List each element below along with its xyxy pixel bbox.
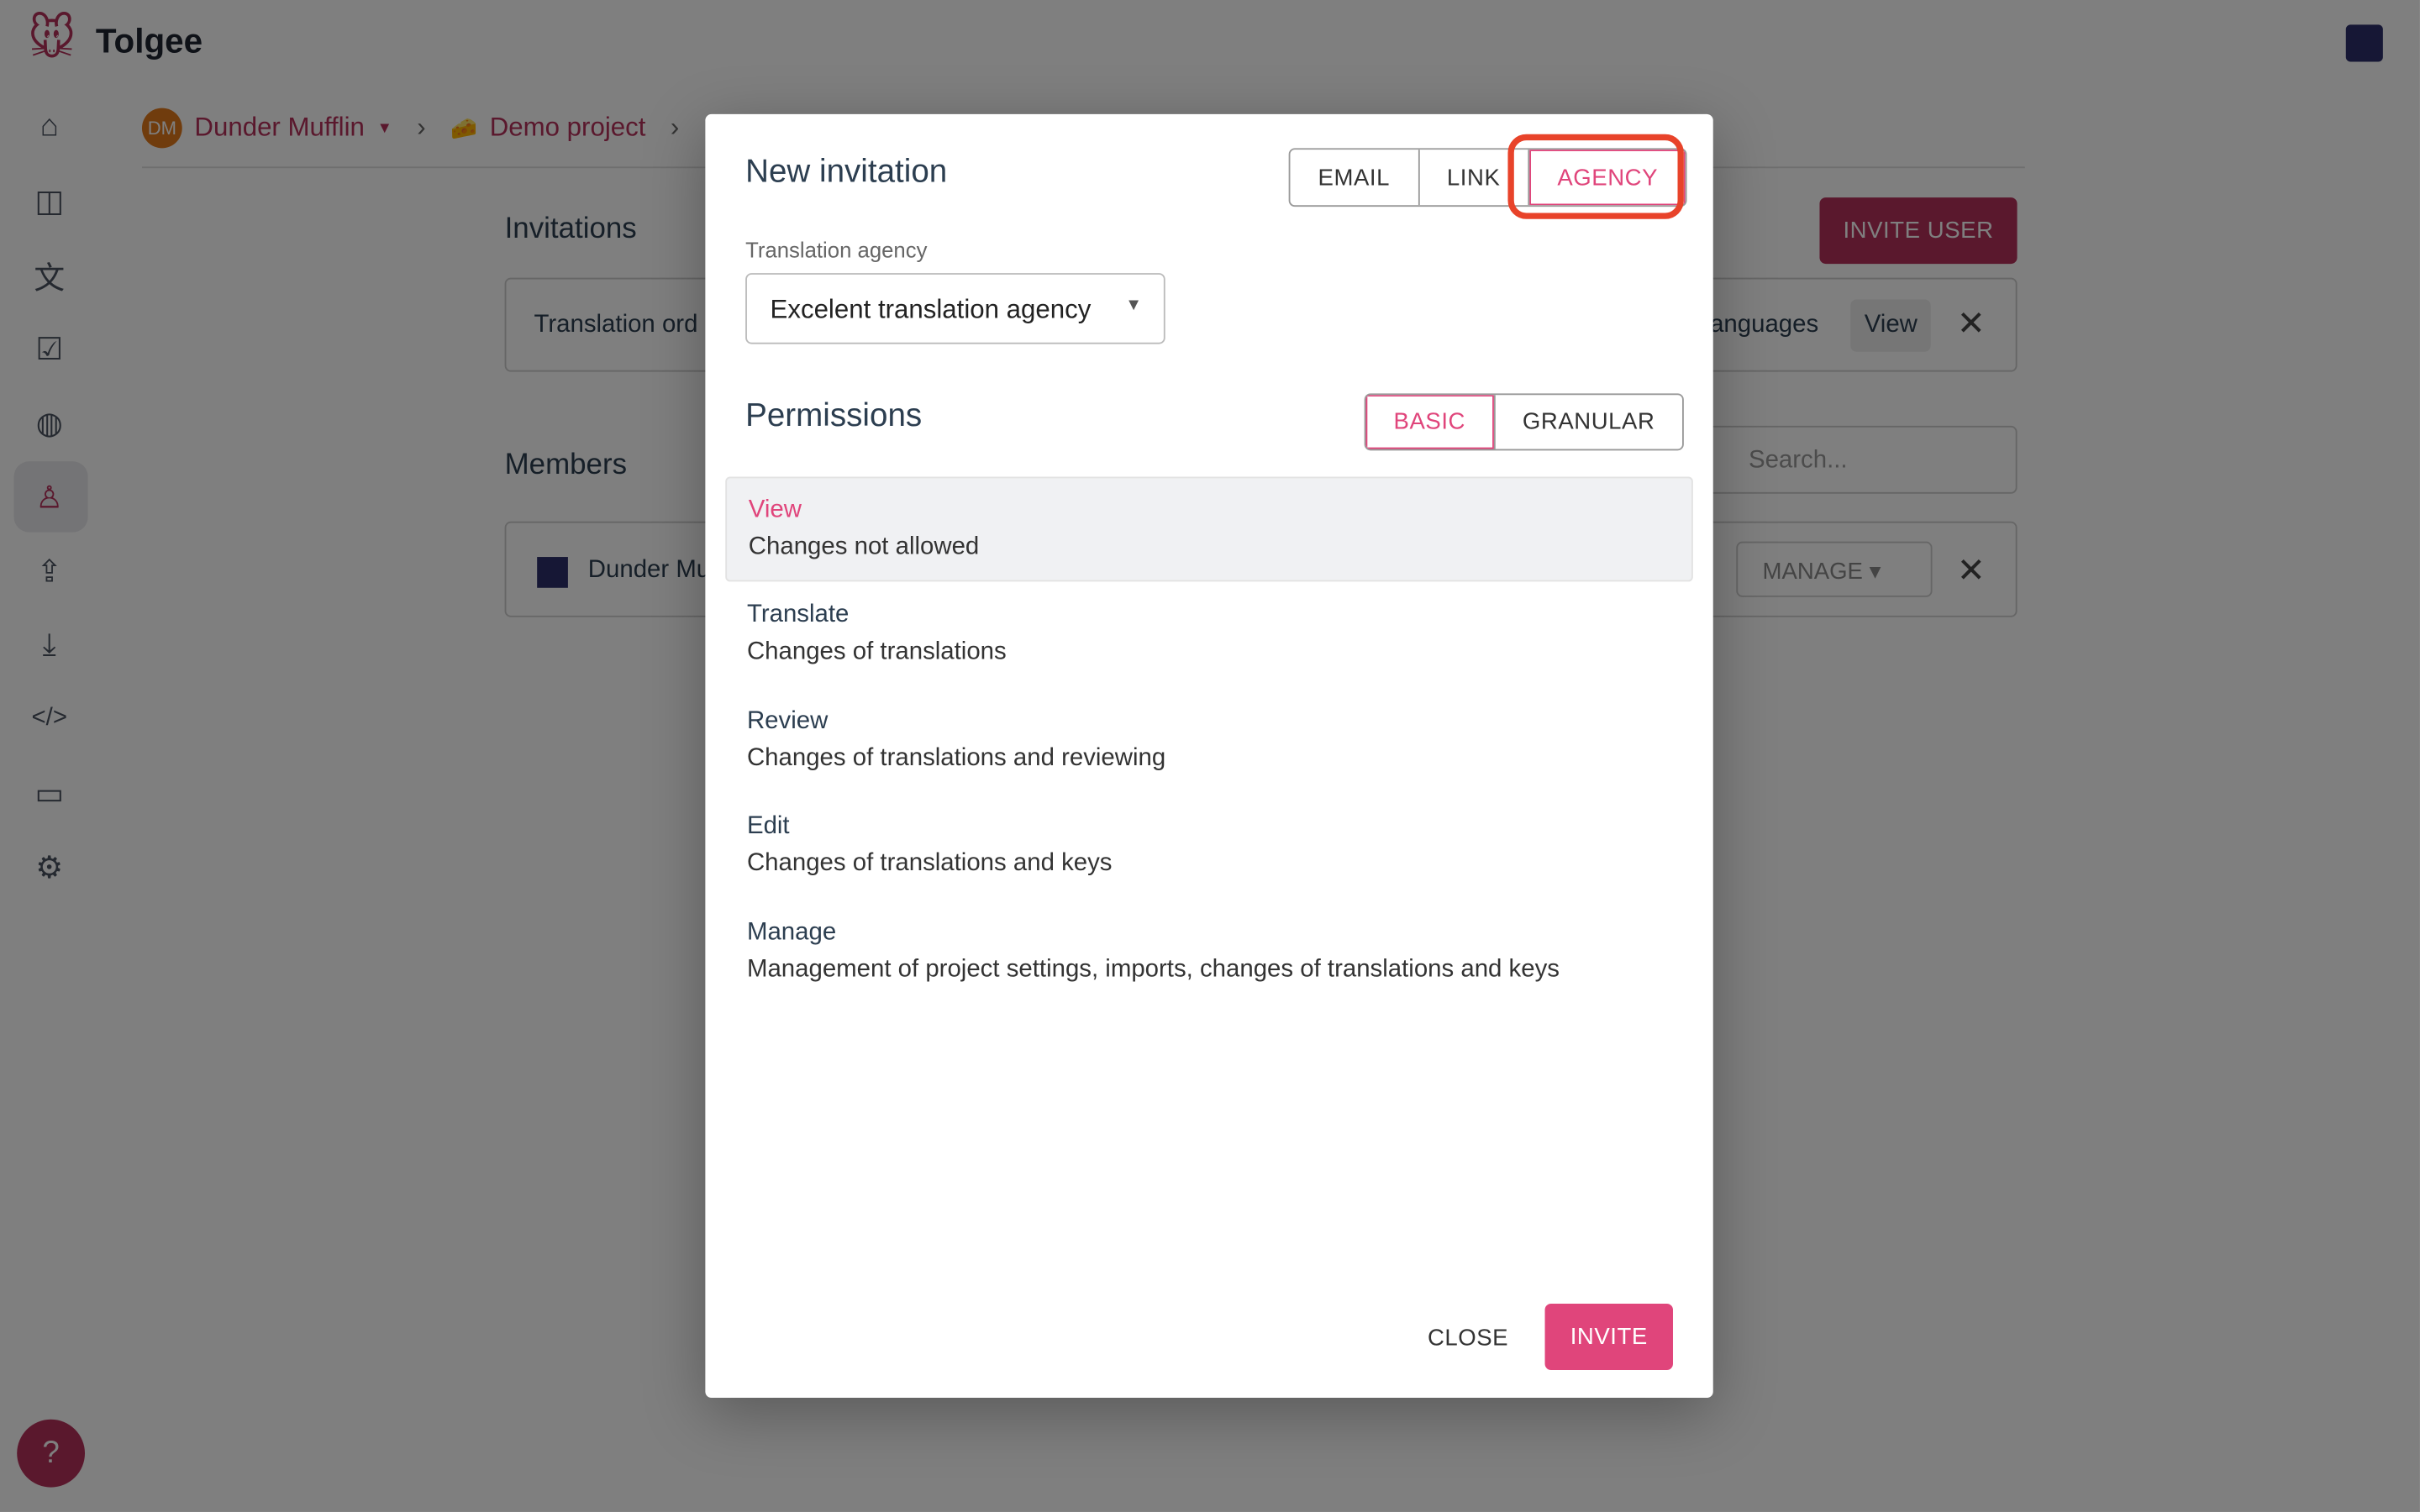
agency-select[interactable]: Excelent translation agency ▼ <box>745 273 1165 344</box>
permissions-title: Permissions <box>745 397 923 434</box>
agency-label: Translation agency <box>745 237 928 263</box>
invitation-type-toggle: EMAIL LINK AGENCY <box>1288 148 1687 207</box>
permission-review[interactable]: Review Changes of translations and review… <box>746 708 1166 772</box>
permission-edit[interactable]: Edit Changes of translations and keys <box>746 812 1113 877</box>
close-button[interactable]: CLOSE <box>1427 1325 1509 1352</box>
permission-manage[interactable]: Manage Management of project settings, im… <box>746 919 1560 983</box>
tab-link[interactable]: LINK <box>1418 150 1528 206</box>
invite-button[interactable]: INVITE <box>1544 1304 1673 1370</box>
tab-granular[interactable]: GRANULAR <box>1493 395 1682 449</box>
tab-agency[interactable]: AGENCY <box>1528 150 1686 206</box>
permission-view[interactable]: View Changes not allowed <box>725 476 1693 582</box>
dropdown-arrow-icon: ▼ <box>1125 296 1143 315</box>
tab-basic[interactable]: BASIC <box>1365 395 1493 449</box>
highlight-annotation <box>1507 134 1684 219</box>
new-invitation-dialog: New invitation EMAIL LINK AGENCY Transla… <box>705 113 1713 1399</box>
dialog-title: New invitation <box>745 154 948 190</box>
permission-mode-toggle: BASIC GRANULAR <box>1364 393 1685 451</box>
tab-email[interactable]: EMAIL <box>1318 164 1390 191</box>
permission-translate[interactable]: Translate Changes of translations <box>746 601 1007 665</box>
